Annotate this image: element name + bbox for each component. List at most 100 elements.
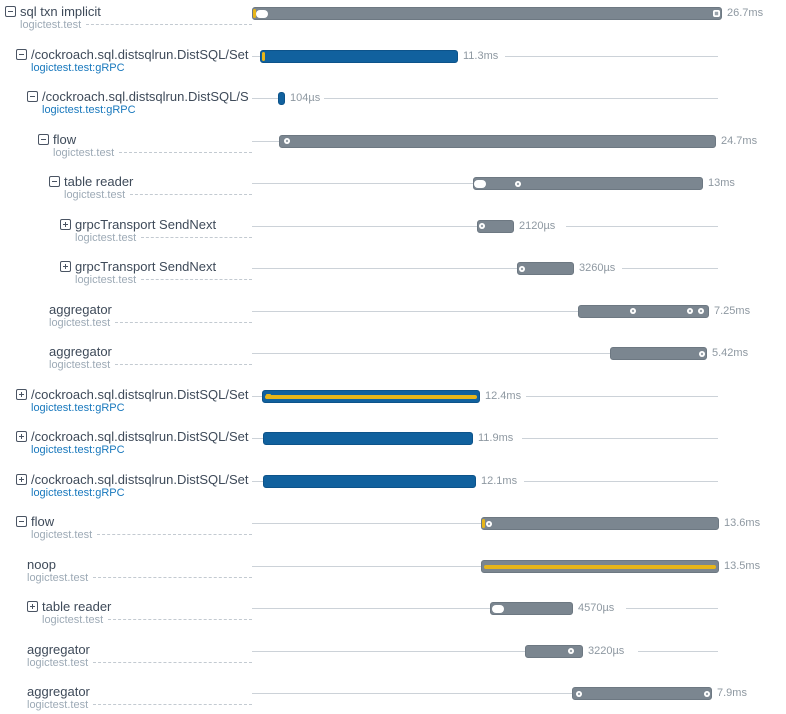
span-bar[interactable] [525,644,583,658]
span-event-marker-icon [713,10,720,17]
span-subtitle-line: logictest.test [0,19,252,31]
span-subtitle-line: logictest.test:gRPC [0,402,252,414]
expander-minus-icon[interactable] [49,176,60,187]
span-row[interactable]: aggregator logictest.test 7.9ms [0,685,786,714]
span-subtitle-line: logictest.test:gRPC [0,487,252,499]
span-bar[interactable] [610,347,707,360]
span-subtitle: logictest.test [75,274,137,286]
span-subtitle[interactable]: logictest.test:gRPC [31,486,125,499]
span-row[interactable]: /cockroach.sql.distsqlrun.DistSQL/Set log… [0,430,786,464]
span-label-area: table reader logictest.test [0,175,252,205]
timeline-line [252,98,278,99]
span-title-line: aggregator [0,345,252,359]
expander-minus-icon[interactable] [27,91,38,102]
timeline-line [505,55,718,57]
expander-plus-icon[interactable] [16,388,27,400]
span-subtitle: logictest.test [20,19,82,31]
span-subtitle: logictest.test [27,656,89,669]
span-row[interactable]: /cockroach.sql.distsqlrun.DistSQL/S logic… [0,90,786,124]
expander-plus-icon[interactable] [60,261,71,272]
span-title[interactable]: table reader [42,600,112,614]
expander-plus-icon[interactable] [27,601,38,612]
span-label-area: flow logictest.test [0,515,252,545]
span-row[interactable]: grpcTransport SendNext logictest.test 2120… [0,218,786,252]
span-subtitle[interactable]: logictest.test:gRPC [42,104,136,116]
span-row[interactable]: /cockroach.sql.distsqlrun.DistSQL/Set log… [0,473,786,507]
span-timeline: 11.9ms [252,430,786,460]
span-bar[interactable] [473,177,703,190]
span-title[interactable]: grpcTransport SendNext [75,260,217,274]
span-subtitle: logictest.test [27,571,89,584]
span-bar[interactable] [517,262,574,275]
span-title-line: /cockroach.sql.distsqlrun.DistSQL/Set [0,48,252,62]
span-row[interactable]: table reader logictest.test 13ms [0,175,786,209]
span-title[interactable]: /cockroach.sql.distsqlrun.DistSQL/S [42,90,249,104]
span-row[interactable]: aggregator logictest.test 7.25ms [0,303,786,337]
span-bar[interactable] [278,92,285,105]
span-row[interactable]: table reader logictest.test 4570µs [0,600,786,634]
timeline-line [252,480,263,482]
timeline-line [252,523,481,524]
span-bar[interactable] [263,432,473,445]
span-title[interactable]: table reader [64,175,134,189]
span-title[interactable]: aggregator [49,302,112,317]
span-bar[interactable] [260,49,458,63]
expander-minus-icon[interactable] [38,133,49,145]
expander-minus-icon[interactable] [16,516,27,527]
span-timeline: 26.7ms [252,5,786,35]
span-title[interactable]: grpcTransport SendNext [75,217,217,232]
span-title[interactable]: aggregator [27,642,90,657]
span-title-line: grpcTransport SendNext [0,218,252,232]
span-bar[interactable] [481,517,719,530]
span-bar[interactable] [279,134,716,148]
span-row[interactable]: noop logictest.test 13.5ms [0,558,786,592]
span-title[interactable]: /cockroach.sql.distsqlrun.DistSQL/Set [31,472,249,487]
span-title[interactable]: noop [27,557,56,572]
span-bar[interactable] [578,304,709,318]
span-subtitle[interactable]: logictest.test:gRPC [31,444,125,456]
timeline-line [252,310,578,312]
span-title[interactable]: sql txn implicit [20,5,101,19]
span-bar[interactable] [477,219,514,233]
span-title[interactable]: /cockroach.sql.distsqlrun.DistSQL/Set [31,387,249,402]
span-row[interactable]: sql txn implicit logictest.test 26.7ms [0,5,786,39]
span-row[interactable]: aggregator logictest.test 3220µs [0,643,786,677]
expander-plus-icon[interactable] [16,473,27,485]
span-title[interactable]: aggregator [49,345,112,359]
span-row[interactable]: flow logictest.test 13.6ms [0,515,786,549]
expander-minus-icon[interactable] [5,6,16,17]
span-title[interactable]: /cockroach.sql.distsqlrun.DistSQL/Set [31,430,249,444]
span-row[interactable]: /cockroach.sql.distsqlrun.DistSQL/Set log… [0,48,786,82]
span-subtitle[interactable]: logictest.test:gRPC [31,61,125,74]
span-row[interactable]: flow logictest.test 24.7ms [0,133,786,167]
span-event-marker-icon [515,180,521,187]
span-timeline: 5.42ms [252,345,786,375]
span-row[interactable]: /cockroach.sql.distsqlrun.DistSQL/Set log… [0,388,786,422]
span-title[interactable]: /cockroach.sql.distsqlrun.DistSQL/Set [31,47,249,62]
connector-dashes [93,661,252,663]
span-subtitle-line: logictest.test [0,232,252,244]
span-bar[interactable] [572,687,712,700]
expander-plus-icon[interactable] [16,431,27,442]
span-title-line: sql txn implicit [0,5,252,19]
span-bar[interactable] [262,389,480,403]
span-row[interactable]: aggregator logictest.test 5.42ms [0,345,786,379]
span-title[interactable]: flow [31,515,55,529]
duration-label: 4570µs [578,602,615,614]
span-bar[interactable] [252,7,722,20]
span-bar[interactable] [263,474,476,488]
span-title[interactable]: aggregator [27,685,90,699]
span-timeline: 7.25ms [252,303,786,333]
expander-plus-icon[interactable] [60,218,71,230]
expander-minus-icon[interactable] [16,48,27,60]
span-title[interactable]: flow [53,132,77,147]
span-bar[interactable] [490,602,573,615]
span-bar[interactable] [481,559,719,573]
timeline-line [252,565,481,567]
span-row[interactable]: grpcTransport SendNext logictest.test 3260… [0,260,786,294]
connector-dashes [108,619,252,620]
span-title-line: flow [0,133,252,147]
timeline-line [252,183,473,184]
span-subtitle[interactable]: logictest.test:gRPC [31,401,125,414]
